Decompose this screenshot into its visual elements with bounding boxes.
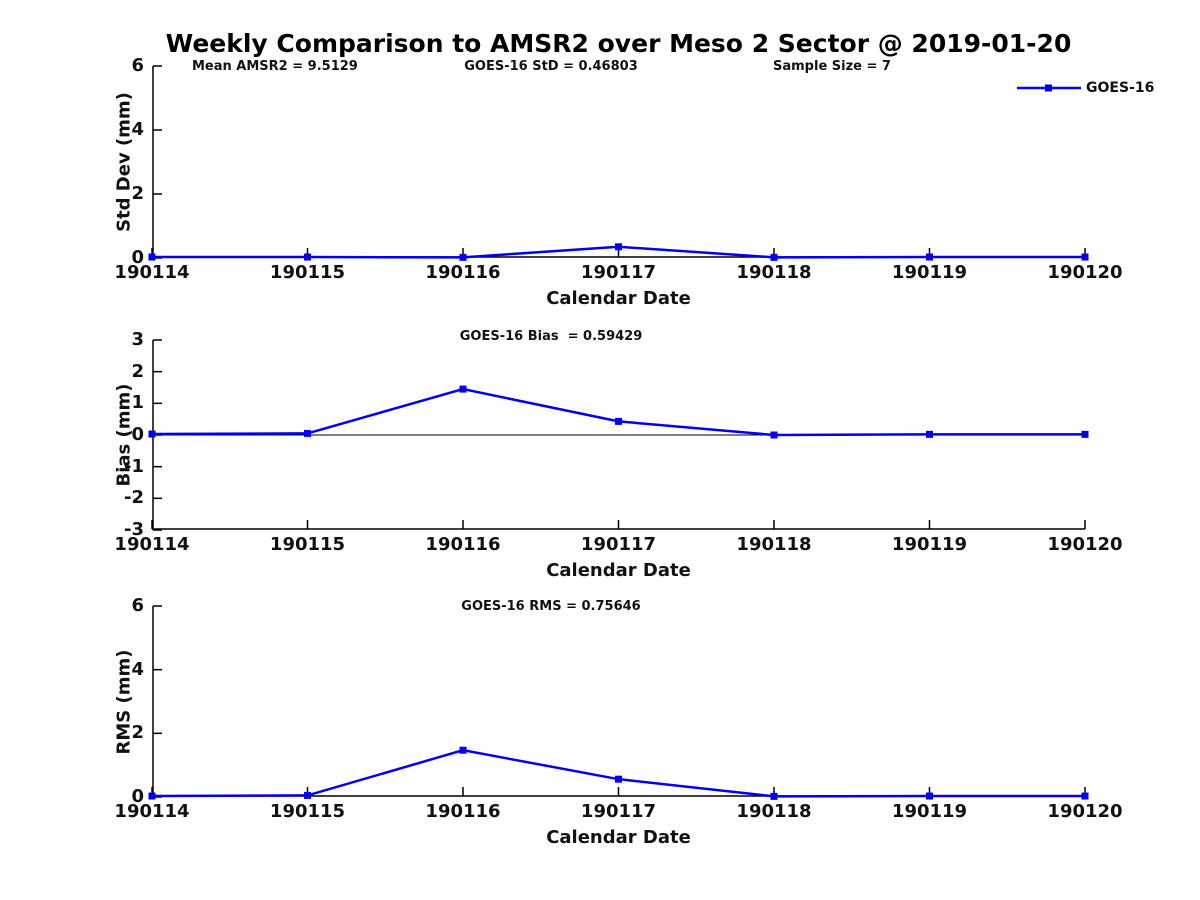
data-point-marker [148,792,156,800]
y-tick-label: 6 [131,595,144,616]
data-point-marker [926,792,933,800]
legend-label: GOES-16 [1086,80,1155,96]
y-tick-label: -1 [124,455,144,477]
y-tick-label: 0 [131,424,144,445]
data-point-marker [770,431,778,439]
data-point-marker [459,385,467,393]
data-point-marker [459,746,467,754]
data-point-marker [459,253,467,261]
data-point-marker [148,253,156,261]
legend-marker [1045,84,1052,92]
y-axis-label-stddev: Std Dev (mm) [113,92,135,232]
x-tick-label: 190117 [580,534,657,555]
data-point-marker [615,775,622,783]
x-tick-label: 190120 [1047,534,1123,555]
data-point-marker [304,253,311,261]
subplot-stddev: Std Dev (mm) Mean AMSR2 = 9.5129 GOES-16… [0,55,1200,309]
data-point-marker [1081,792,1089,800]
x-tick-label: 190117 [580,801,657,822]
data-point-marker [615,417,622,425]
data-line [151,387,1085,437]
y-tick-label: 3 [131,329,144,350]
x-tick-label: 190114 [114,534,190,555]
x-tick-label: 190115 [269,801,346,822]
subplot-bias: Bias (mm) GOES-16 Bias = 0.59429 Calenda… [0,329,1200,581]
y-tick-label: 0 [131,247,144,268]
x-tick-label: 190118 [736,262,812,283]
annotation-goes16-std: GOES-16 StD = 0.46803 [464,59,638,74]
y-tick-label: 6 [131,55,144,76]
data-point-marker [304,429,311,437]
data-point-marker [304,791,311,799]
x-tick-label: 190119 [891,801,968,822]
x-tick-label: 190116 [425,262,501,283]
x-tick-label: 190114 [114,262,190,283]
y-tick-label: 1 [131,392,144,414]
x-tick-label: 190115 [269,534,346,555]
y-tick-label: -2 [124,487,144,509]
chart-title: Weekly Comparison to AMSR2 over Meso 2 S… [165,29,1072,58]
y-tick-label: 2 [131,722,144,744]
plot-area-bias [148,339,1089,531]
x-tick-label: 190117 [580,262,657,283]
data-point-marker [770,253,778,261]
plot-area-stddev [148,65,1089,261]
data-point-marker [926,430,933,438]
data-point-marker [770,792,778,800]
y-tick-label: 0 [131,786,144,807]
data-point-marker [1081,430,1089,438]
annotation-goes16-bias: GOES-16 Bias = 0.59429 [459,329,643,344]
x-tick-label: 190116 [425,801,501,822]
data-point-marker [148,430,156,438]
x-tick-label: 190120 [1047,801,1123,822]
legend-swatch [1017,84,1081,92]
x-axis-label: Calendar Date [546,560,691,581]
x-tick-label: 190118 [736,534,812,555]
y-tick-label: 4 [131,658,144,680]
y-tick-label: 2 [131,360,144,382]
x-tick-label: 190116 [425,534,501,555]
x-axis-label: Calendar Date [546,827,691,848]
y-tick-label: 2 [131,183,144,204]
annotation-mean-amsr2: Mean AMSR2 = 9.5129 [192,59,358,74]
plot-area-rms [148,605,1089,800]
x-tick-label: 190118 [736,801,812,822]
annotation-sample-size: Sample Size = 7 [773,59,891,74]
annotation-goes16-rms: GOES-16 RMS = 0.75646 [461,599,641,614]
y-tick-label: 4 [131,119,144,140]
x-tick-label: 190120 [1047,262,1123,283]
legend: GOES-16 [1017,80,1154,96]
data-point-marker [615,243,622,251]
subplot-rms: RMS (mm) GOES-16 RMS = 0.75646 Calendar … [0,595,1200,848]
x-axis-label: Calendar Date [546,288,691,309]
x-tick-label: 190114 [114,801,190,822]
x-tick-label: 190119 [891,534,968,555]
y-tick-label: -3 [124,519,144,540]
data-point-marker [926,253,933,261]
x-tick-label: 190115 [269,262,346,283]
data-point-marker [1081,253,1089,261]
x-tick-label: 190119 [891,262,968,283]
